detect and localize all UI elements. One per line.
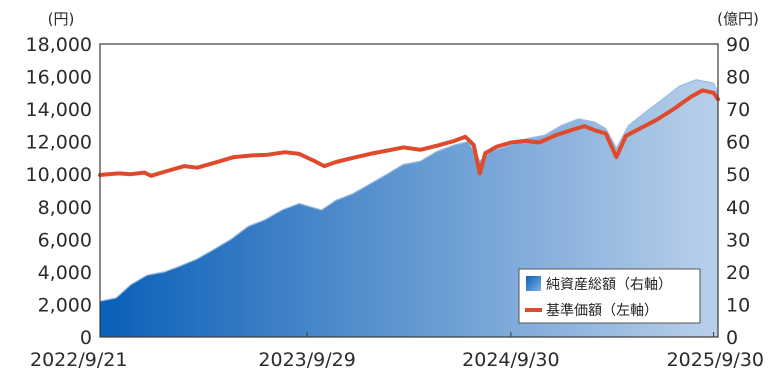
right-tick-label: 70	[726, 99, 750, 121]
right-tick-label: 40	[726, 197, 750, 219]
left-tick-label: 16,000	[26, 67, 92, 89]
right-tick-label: 10	[726, 294, 750, 316]
legend: 純資産総額（右軸） 基準価額（左軸）	[518, 268, 701, 324]
left-tick-label: 4,000	[38, 262, 92, 284]
x-tick-label: 2024/9/30	[462, 349, 559, 371]
right-tick-label: 50	[726, 164, 750, 186]
x-tick-label: 2023/9/29	[258, 349, 355, 371]
left-axis-unit: (円)	[48, 10, 75, 28]
right-tick-label: 90	[726, 34, 750, 56]
legend-label-net-assets: 純資産総額（右軸）	[546, 277, 672, 293]
legend-swatch-net-assets	[526, 276, 541, 291]
left-tick-label: 10,000	[26, 164, 92, 186]
net-assets-edge	[99, 79, 719, 302]
left-tick-label: 2,000	[38, 294, 92, 316]
plot-frame	[99, 43, 719, 338]
legend-box	[518, 268, 701, 324]
left-tick-label: 6,000	[38, 229, 92, 251]
left-tick-label: 12,000	[26, 132, 92, 154]
right-axis-unit: (億円)	[717, 10, 759, 28]
right-tick-label: 0	[726, 327, 738, 349]
right-tick-label: 30	[726, 229, 750, 251]
left-tick-label: 0	[80, 327, 92, 349]
left-tick-label: 8,000	[38, 197, 92, 219]
left-tick-label: 18,000	[26, 34, 92, 56]
x-tick-label: 2022/9/21	[30, 349, 127, 371]
right-tick-label: 80	[726, 67, 750, 89]
right-tick-label: 60	[726, 132, 750, 154]
base-price-line	[98, 88, 720, 178]
left-tick-label: 14,000	[26, 99, 92, 121]
x-tick-label: 2025/9/30	[667, 349, 764, 371]
right-tick-label: 20	[726, 262, 750, 284]
legend-label-base-price: 基準価額（左軸）	[546, 302, 658, 319]
